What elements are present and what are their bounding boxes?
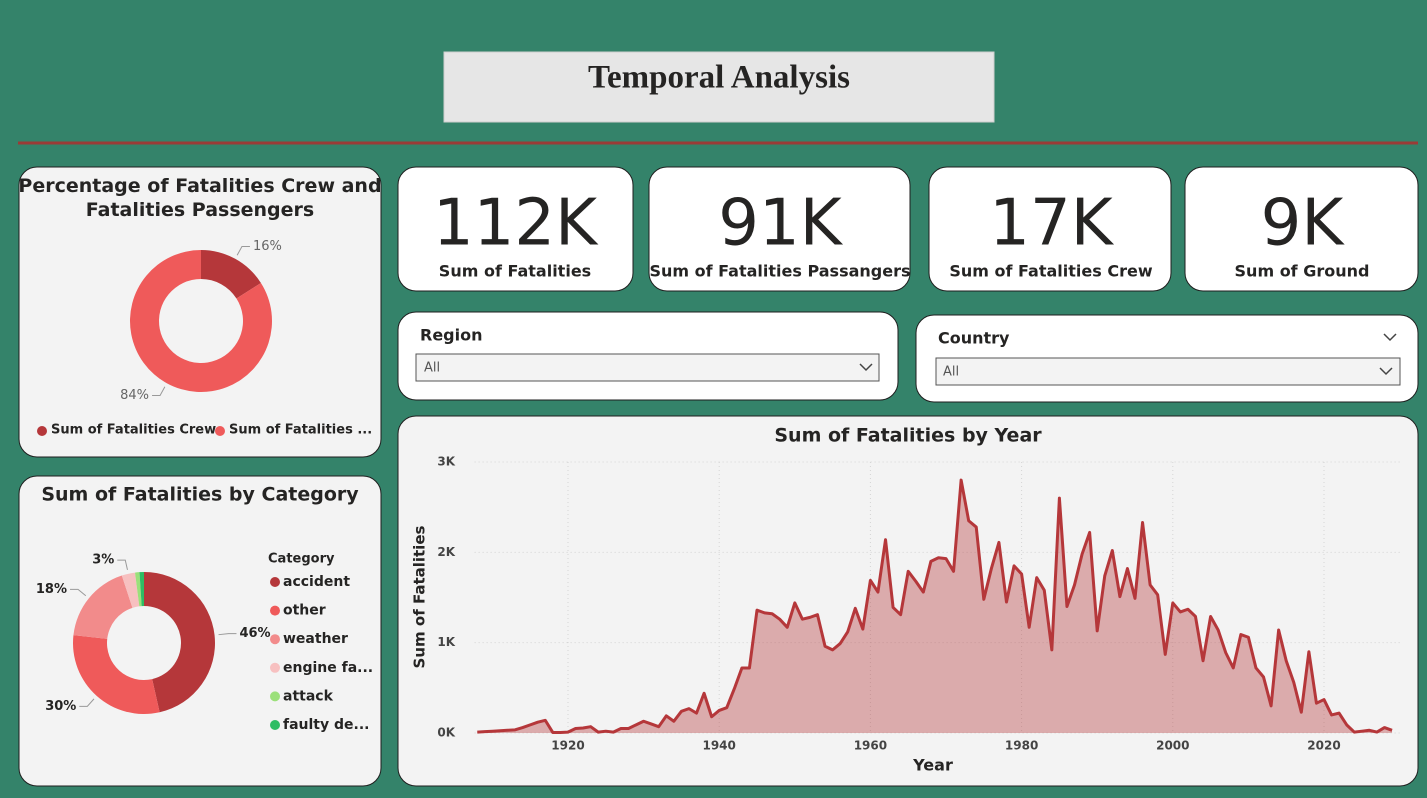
legend-label: Sum of Fatalities ... (229, 423, 372, 438)
page-title: Temporal Analysis (588, 60, 850, 96)
kpi-label: Sum of Fatalities Passangers (649, 262, 910, 281)
slice (121, 572, 140, 608)
legend-label: weather (283, 631, 348, 647)
dropdown-value: All (943, 365, 959, 380)
data-label: 16% (253, 239, 282, 254)
y-tick-label: 3K (437, 455, 455, 469)
legend-label: other (283, 603, 326, 619)
kpi-card (1184, 166, 1419, 292)
dropdown-value: All (424, 361, 440, 376)
kpi-value: 9K (1261, 187, 1346, 261)
y-tick-label: 1K (437, 635, 455, 649)
legend-marker (270, 691, 280, 702)
legend-label: engine fa... (283, 660, 373, 676)
x-axis-label: Year (912, 756, 953, 775)
kpi-card (397, 166, 634, 292)
y-tick-label: 0K (437, 726, 455, 740)
slice (73, 635, 160, 714)
legend-marker (215, 426, 225, 436)
header-box (443, 51, 995, 123)
dropdown[interactable] (935, 357, 1401, 386)
chart-title: Sum of Fatalities by Category (41, 484, 359, 506)
y-axis-label: Sum of Fatalities (411, 525, 429, 668)
leader-line (152, 386, 166, 396)
kpi-label: Sum of Fatalities Crew (949, 262, 1152, 281)
slice (135, 572, 142, 607)
x-tick-label: 1940 (702, 739, 735, 753)
kpi-card (928, 166, 1172, 292)
chevron (859, 363, 873, 372)
kpi-value: 112K (433, 187, 599, 261)
chart-title: Sum of Fatalities by Year (774, 425, 1042, 447)
chevron[interactable] (1383, 333, 1397, 342)
legend-marker (270, 605, 280, 616)
slicer-title: Country (938, 329, 1010, 348)
kpi-label: Sum of Ground (1235, 262, 1370, 281)
chevron (1379, 367, 1393, 376)
legend-label: Sum of Fatalities Crew (51, 423, 216, 438)
slice (201, 250, 261, 299)
legend-label: attack (283, 688, 334, 704)
legend-title: Category (268, 552, 335, 567)
data-label: 18% (36, 582, 67, 597)
area-line (477, 478, 1393, 735)
legend-label: accident (283, 574, 350, 590)
kpi-label: Sum of Fatalities (439, 262, 591, 281)
legend-marker (37, 426, 47, 436)
leader-line (117, 559, 128, 570)
kpi-value: 91K (718, 187, 843, 261)
y-tick-label: 2K (437, 545, 455, 559)
slice (130, 250, 272, 392)
x-tick-label: 1920 (551, 739, 584, 753)
leader-line (236, 246, 250, 256)
dropdown[interactable] (415, 353, 880, 382)
legend-marker (270, 577, 280, 587)
legend-marker (270, 720, 280, 730)
slice (144, 572, 215, 713)
data-label: 3% (92, 553, 114, 568)
chart-title: Percentage of Fatalities Crew and Fatalit… (18, 175, 381, 221)
kpi-card (648, 166, 911, 292)
data-label: 84% (120, 388, 149, 403)
panel (397, 415, 1419, 787)
x-tick-label: 2000 (1156, 739, 1189, 753)
x-tick-label: 1960 (854, 739, 887, 753)
slicer-title: Region (420, 326, 483, 345)
slice (73, 575, 133, 639)
legend-marker (270, 662, 280, 673)
leader-line (70, 588, 87, 597)
leader-line (218, 633, 237, 636)
kpi-value: 17K (989, 187, 1114, 261)
leader-line (79, 698, 95, 707)
data-label: 46% (239, 626, 270, 641)
legend-marker (270, 634, 280, 645)
slice (139, 572, 144, 607)
area-fill (477, 480, 1393, 733)
legend-label: faulty de... (283, 717, 369, 733)
x-tick-label: 1980 (1005, 739, 1038, 753)
data-label: 30% (45, 699, 76, 714)
x-tick-label: 2020 (1307, 739, 1340, 753)
panel (18, 166, 382, 458)
